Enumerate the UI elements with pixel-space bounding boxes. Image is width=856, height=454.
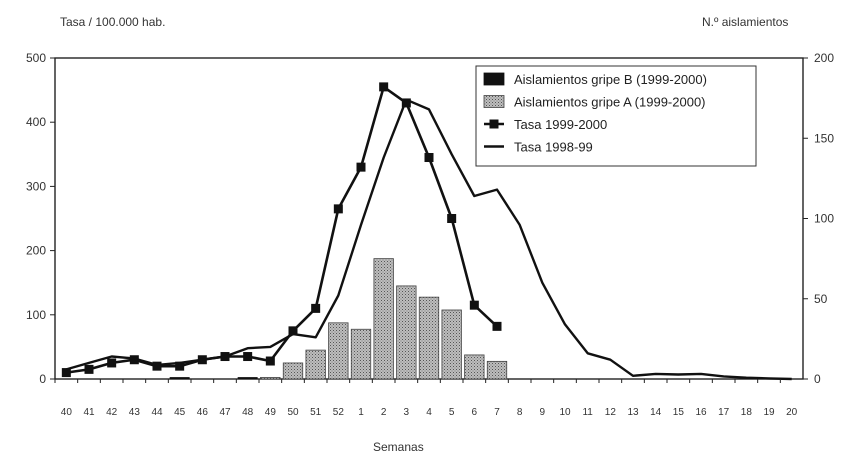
- x-tick-label: 15: [673, 407, 685, 418]
- bar-gripe-a: [464, 354, 485, 380]
- bar-gripe-a: [441, 309, 462, 380]
- x-tick-label: 12: [605, 407, 617, 418]
- x-tick-label: 42: [106, 407, 118, 418]
- x-tick-label: 17: [718, 407, 730, 418]
- point-tasa-1999-2000: [492, 321, 502, 331]
- point-tasa-1999-2000: [265, 356, 275, 366]
- bar-gripe-a: [305, 349, 326, 380]
- x-tick-label: 51: [310, 407, 322, 418]
- bar-gripe-a: [260, 376, 281, 380]
- y-axis-right-title: N.º aislamientos: [702, 15, 789, 29]
- y-right-tick-label: 50: [814, 292, 828, 306]
- y-left-tick-label: 300: [26, 179, 46, 193]
- lines-group: [61, 82, 792, 381]
- bar-gripe-a: [328, 322, 349, 380]
- legend-label: Tasa 1998-99: [514, 140, 593, 155]
- x-tick-label: 19: [763, 407, 775, 418]
- x-tick-label: 3: [404, 407, 410, 418]
- x-tick-label: 1: [358, 407, 364, 418]
- point-tasa-1999-2000: [288, 326, 298, 336]
- x-tick-label: 44: [151, 407, 163, 418]
- point-tasa-1999-2000: [107, 358, 117, 368]
- point-tasa-1999-2000: [243, 352, 253, 362]
- legend-swatch-gripe-a: [483, 95, 505, 108]
- point-tasa-1999-2000: [424, 153, 434, 163]
- x-tick-label: 2: [381, 407, 387, 418]
- x-tick-label: 5: [449, 407, 455, 418]
- line-tasa-1998-99: [65, 98, 792, 381]
- y-right-tick-label: 150: [814, 131, 834, 145]
- bar-gripe-b: [237, 377, 258, 380]
- x-tick-label: 11: [582, 407, 593, 418]
- y-axis-left-title: Tasa / 100.000 hab.: [60, 15, 166, 29]
- bars-group: [169, 258, 508, 380]
- bar-gripe-a: [418, 296, 440, 380]
- x-tick-label: 14: [650, 407, 662, 418]
- x-tick-label: 18: [741, 407, 753, 418]
- x-tick-label: 41: [83, 407, 95, 418]
- x-tick-label: 16: [695, 407, 707, 418]
- legend-label: Aislamientos gripe A (1999-2000): [514, 95, 706, 110]
- y-left-tick-label: 200: [26, 244, 46, 258]
- x-tick-label: 9: [540, 407, 546, 418]
- x-tick-label: 40: [61, 407, 73, 418]
- y-left-tick-label: 400: [26, 115, 46, 129]
- bar-gripe-a: [486, 360, 508, 380]
- point-tasa-1999-2000: [152, 361, 162, 371]
- point-tasa-1999-2000: [447, 214, 457, 223]
- x-tick-label: 43: [129, 407, 141, 418]
- legend-swatch-gripe-b: [483, 72, 505, 86]
- x-axis-title: Semanas: [373, 440, 424, 454]
- point-tasa-1999-2000: [469, 300, 479, 310]
- x-tick-label: 10: [559, 407, 571, 418]
- x-tick-label: 52: [333, 407, 345, 418]
- y-right-tick-label: 0: [814, 372, 821, 386]
- x-tick-label: 48: [242, 407, 254, 418]
- x-tick-label: 46: [197, 407, 209, 418]
- point-tasa-1999-2000: [379, 82, 389, 92]
- bar-gripe-a: [396, 285, 417, 380]
- bar-gripe-a: [282, 362, 304, 380]
- point-tasa-1999-2000: [175, 361, 185, 371]
- point-tasa-1999-2000: [333, 204, 343, 214]
- point-tasa-1999-2000: [401, 98, 411, 108]
- bar-gripe-a: [373, 258, 394, 380]
- y-left-tick-label: 0: [39, 372, 46, 386]
- x-tick-label: 20: [786, 407, 798, 418]
- bar-gripe-b: [169, 377, 190, 380]
- point-tasa-1999-2000: [61, 368, 71, 378]
- y-right-tick-label: 100: [814, 212, 834, 226]
- x-tick-label: 8: [517, 407, 523, 418]
- x-tick-label: 6: [472, 407, 478, 418]
- y-left-tick-label: 500: [26, 51, 46, 65]
- point-tasa-1999-2000: [84, 364, 94, 374]
- x-tick-label: 7: [494, 407, 500, 418]
- legend-box: [475, 65, 757, 167]
- bar-gripe-a: [350, 328, 372, 380]
- legend-swatch-tasa-1999-2000-marker: [489, 119, 499, 129]
- legend-label: Tasa 1999-2000: [514, 117, 607, 132]
- point-tasa-1999-2000: [356, 162, 366, 172]
- x-tick-label: 47: [219, 407, 231, 418]
- y-right-tick-label: 200: [814, 51, 834, 65]
- x-tick-label: 45: [174, 407, 186, 418]
- legend-label: Aislamientos gripe B (1999-2000): [514, 72, 707, 87]
- point-tasa-1999-2000: [311, 303, 321, 313]
- x-tick-label: 50: [287, 407, 299, 418]
- x-tick-label: 13: [627, 407, 639, 418]
- y-left-tick-label: 100: [26, 308, 46, 322]
- legend: Aislamientos gripe B (1999-2000) Aislamie…: [475, 65, 757, 167]
- x-tick-label: 49: [265, 407, 277, 418]
- x-tick-label: 4: [426, 407, 432, 418]
